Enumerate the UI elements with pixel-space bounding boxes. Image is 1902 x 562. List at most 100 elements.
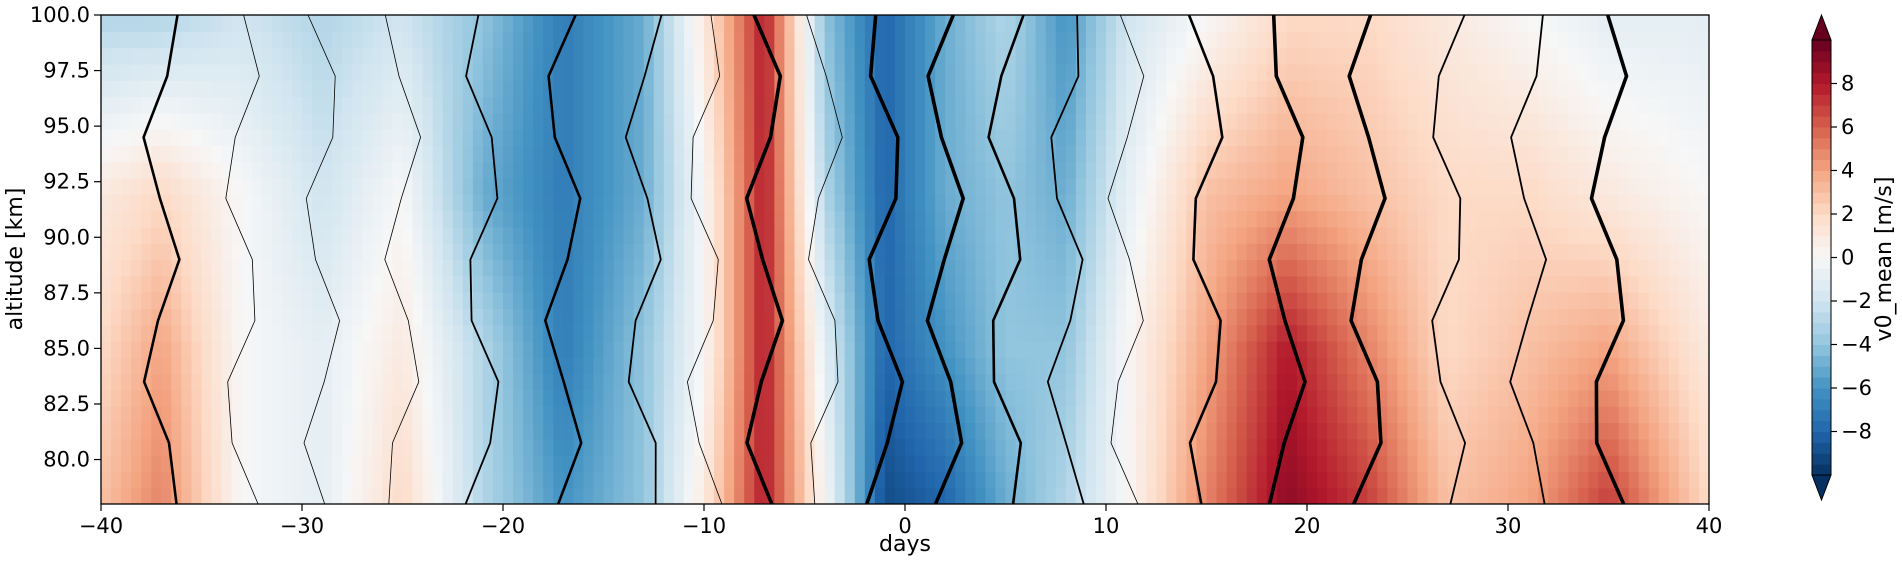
heatmap-cell [1015, 455, 1027, 472]
heatmap-cell [1477, 210, 1489, 228]
colorbar [1811, 13, 1832, 502]
colorbar-segment [1812, 442, 1831, 454]
heatmap-cell [1678, 406, 1690, 424]
heatmap-cell [342, 422, 353, 440]
heatmap-cell [673, 341, 685, 358]
heatmap-cell [1126, 31, 1137, 49]
heatmap-cell [513, 357, 524, 375]
heatmap-cell [392, 112, 404, 130]
heatmap-cell [1317, 373, 1328, 391]
heatmap-cell [1548, 292, 1559, 309]
heatmap-cell [1377, 471, 1388, 489]
heatmap-cell [312, 438, 323, 456]
heatmap-cell [513, 145, 524, 163]
heatmap-cell [291, 145, 303, 163]
heatmap-cell [774, 438, 785, 456]
heatmap-cell [1457, 406, 1469, 424]
heatmap-cell [1568, 275, 1579, 293]
heatmap-cell [1548, 324, 1559, 342]
heatmap-cell [673, 112, 685, 130]
heatmap-cell [1327, 406, 1338, 424]
heatmap-cell [663, 324, 675, 342]
heatmap-cell [1387, 406, 1399, 424]
heatmap-cell [1276, 112, 1288, 130]
heatmap-cell [1668, 145, 1680, 163]
heatmap-cell [322, 357, 333, 375]
heatmap-cell [1457, 47, 1469, 65]
heatmap-cell [1075, 80, 1087, 98]
heatmap-cell [834, 210, 846, 228]
heatmap-cell [1417, 357, 1429, 375]
heatmap-cell [925, 406, 936, 424]
heatmap-cell [1196, 226, 1208, 244]
heatmap-cell [1146, 194, 1157, 212]
heatmap-cell [261, 226, 273, 244]
heatmap-cell [1588, 275, 1600, 293]
heatmap-cell [191, 341, 203, 358]
heatmap-cell [362, 438, 373, 456]
heatmap-cell [291, 226, 303, 244]
heatmap-cell [935, 243, 946, 261]
heatmap-cell [1518, 47, 1529, 65]
heatmap-cell [915, 194, 926, 212]
heatmap-cell [704, 438, 715, 456]
heatmap-cell [382, 487, 394, 504]
heatmap-cell [101, 487, 112, 504]
heatmap-cell [1136, 112, 1147, 130]
heatmap-cell [1568, 243, 1579, 261]
heatmap-cell [1256, 275, 1268, 293]
heatmap-cell [332, 324, 343, 342]
heatmap-cell [241, 324, 253, 342]
heatmap-cell [1196, 194, 1208, 212]
heatmap-cell [1678, 226, 1690, 244]
heatmap-cell [1357, 194, 1368, 212]
heatmap-cell [1166, 129, 1177, 146]
heatmap-cell [593, 243, 605, 261]
heatmap-cell [312, 275, 323, 293]
heatmap-cell [1357, 324, 1368, 342]
heatmap-cell [1377, 406, 1388, 424]
heatmap-cell [442, 194, 454, 212]
heatmap-cell [915, 96, 926, 114]
heatmap-cell [151, 471, 162, 489]
heatmap-cell [1246, 210, 1258, 228]
heatmap-cell [623, 161, 635, 179]
heatmap-cell [1658, 96, 1670, 114]
heatmap-cell [1085, 308, 1097, 326]
heatmap-cell [1638, 438, 1650, 456]
heatmap-cell [442, 471, 454, 489]
heatmap-cell [1387, 194, 1399, 212]
heatmap-cell [503, 194, 514, 212]
heatmap-cell [1065, 63, 1077, 81]
heatmap-cell [653, 178, 665, 195]
heatmap-cell [935, 47, 946, 65]
heatmap-cell [1347, 63, 1358, 81]
heatmap-cell [452, 422, 464, 440]
heatmap-cell [442, 357, 454, 375]
heatmap-cell [1347, 161, 1358, 179]
heatmap-cell [472, 226, 484, 244]
heatmap-cell [603, 63, 615, 81]
heatmap-cell [181, 308, 193, 326]
heatmap-cell [251, 145, 263, 163]
heatmap-cell [965, 194, 976, 212]
heatmap-cell [1658, 63, 1670, 81]
y-axis-label: altitude [km] [3, 188, 28, 331]
heatmap-cell [352, 275, 363, 293]
heatmap-cell [1136, 292, 1147, 309]
heatmap-cell [693, 422, 705, 440]
heatmap-cell [191, 275, 203, 293]
heatmap-cell [1327, 178, 1338, 195]
heatmap-cell [1216, 80, 1228, 98]
heatmap-cell [171, 406, 182, 424]
heatmap-cell [191, 438, 203, 456]
heatmap-cell [141, 178, 152, 195]
heatmap-cell [744, 324, 755, 342]
heatmap-cell [1307, 31, 1318, 49]
heatmap-cell [633, 275, 645, 293]
heatmap-cell [1658, 178, 1670, 195]
heatmap-cell [1045, 80, 1057, 98]
heatmap-cell [1226, 292, 1238, 309]
heatmap-cell [1106, 275, 1117, 293]
heatmap-cell [925, 210, 936, 228]
